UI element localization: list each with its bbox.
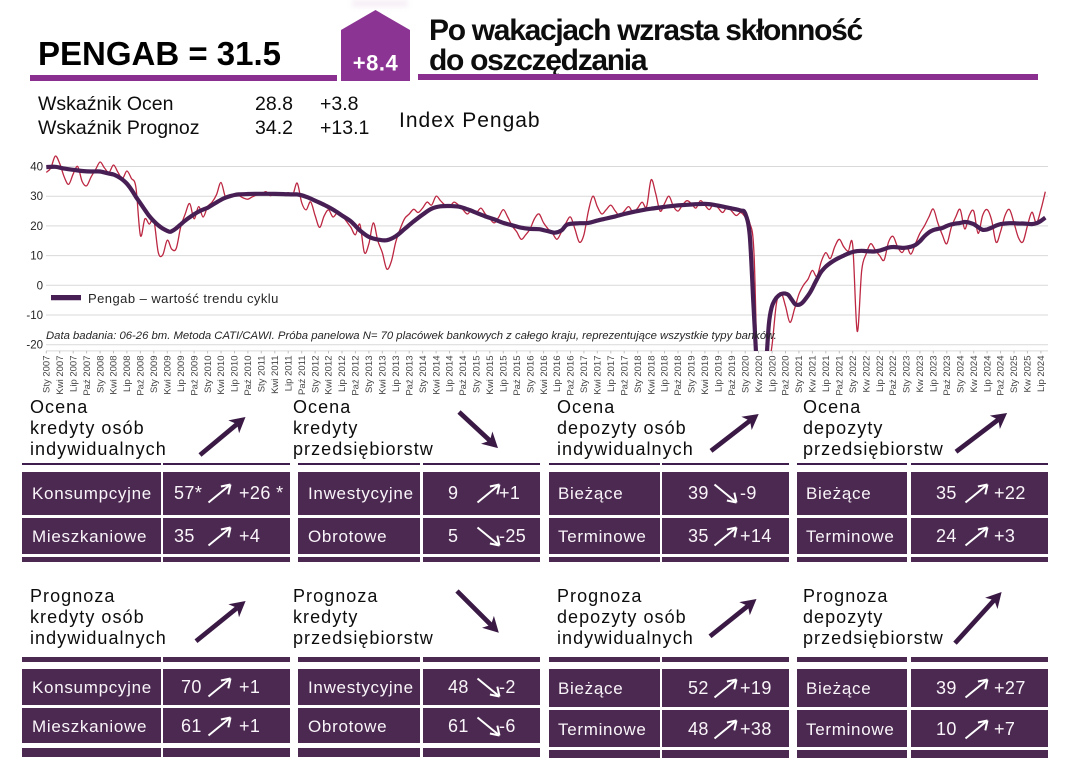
svg-text:Sty 2018: Sty 2018	[633, 356, 644, 394]
svg-text:Lip 2009: Lip 2009	[176, 356, 187, 392]
svg-text:Kw 2020: Kw 2020	[754, 356, 765, 393]
svg-text:Paź 2011: Paź 2011	[297, 356, 308, 395]
svg-text:Sty 2008: Sty 2008	[95, 356, 106, 394]
svg-text:Sty 2022: Sty 2022	[848, 356, 859, 394]
svg-text:-10: -10	[26, 310, 43, 322]
svg-text:Paź 2007: Paź 2007	[82, 356, 93, 396]
svg-text:Paź 2020: Paź 2020	[781, 356, 792, 396]
svg-text:Sty 2007: Sty 2007	[42, 356, 53, 394]
svg-text:Sty 2014: Sty 2014	[418, 356, 429, 394]
svg-text:Kwi 2016: Kwi 2016	[539, 356, 550, 395]
svg-text:Sty 2019: Sty 2019	[687, 356, 698, 394]
svg-text:Lip 2015: Lip 2015	[499, 356, 510, 392]
svg-text:30: 30	[30, 191, 43, 203]
svg-text:Lip 2014: Lip 2014	[445, 356, 456, 392]
svg-text:Paź 2017: Paź 2017	[619, 356, 630, 396]
svg-text:Kwi 2018: Kwi 2018	[646, 356, 657, 395]
svg-text:Sty 2024: Sty 2024	[955, 356, 966, 394]
svg-text:Sty 2020: Sty 2020	[740, 356, 751, 394]
svg-text:Sty 2009: Sty 2009	[149, 356, 160, 394]
svg-text:Paź 2013: Paź 2013	[404, 356, 415, 396]
svg-text:Kwi 2011: Kwi 2011	[270, 356, 281, 394]
svg-text:Paź 2008: Paź 2008	[136, 356, 147, 396]
svg-text:Paź 2014: Paź 2014	[458, 356, 469, 396]
svg-text:Kwi 2015: Kwi 2015	[485, 356, 496, 395]
svg-text:Paź 2015: Paź 2015	[512, 356, 523, 396]
svg-text:Paź 2023: Paź 2023	[942, 356, 953, 396]
svg-text:Paź 2022: Paź 2022	[888, 356, 899, 396]
svg-text:Kw 2025: Kw 2025	[1023, 356, 1034, 393]
svg-text:Paź 2019: Paź 2019	[727, 356, 738, 396]
svg-text:Lip 2016: Lip 2016	[552, 356, 563, 392]
svg-text:Lip 2011: Lip 2011	[283, 356, 294, 392]
svg-text:-20: -20	[26, 340, 43, 352]
svg-text:Sty 2017: Sty 2017	[579, 356, 590, 394]
svg-text:Lip 2012: Lip 2012	[337, 356, 348, 392]
svg-text:Kwi 2019: Kwi 2019	[700, 356, 711, 395]
svg-text:Sty 2021: Sty 2021	[794, 356, 805, 394]
svg-text:+8.4: +8.4	[353, 51, 399, 76]
svg-text:Kwi 2008: Kwi 2008	[109, 356, 120, 395]
svg-text:Paź 2024: Paź 2024	[996, 356, 1007, 396]
svg-text:Kw 2023: Kw 2023	[915, 356, 926, 393]
svg-text:Paź 2021: Paź 2021	[835, 356, 846, 396]
svg-text:Sty 2010: Sty 2010	[203, 356, 214, 394]
svg-text:Lip 2007: Lip 2007	[68, 356, 79, 392]
svg-text:Kwi 2013: Kwi 2013	[378, 356, 389, 395]
svg-text:Sty 2016: Sty 2016	[525, 356, 536, 394]
svg-text:Lip 2019: Lip 2019	[714, 356, 725, 392]
svg-text:Lip 2008: Lip 2008	[122, 356, 133, 392]
svg-text:Kw 2022: Kw 2022	[861, 356, 872, 393]
svg-text:Sty 2012: Sty 2012	[310, 356, 321, 394]
svg-text:Lip 2023: Lip 2023	[929, 356, 940, 392]
svg-text:Lip 2013: Lip 2013	[391, 356, 402, 392]
svg-text:Lip 2024: Lip 2024	[1036, 356, 1047, 392]
svg-text:Kwi 2012: Kwi 2012	[324, 356, 335, 395]
svg-text:Kwi 2017: Kwi 2017	[593, 356, 604, 395]
svg-text:10: 10	[30, 251, 43, 263]
svg-text:Lip 2022: Lip 2022	[875, 356, 886, 392]
svg-text:Lip 2020: Lip 2020	[767, 356, 778, 392]
svg-text:Paź 2018: Paź 2018	[673, 356, 684, 396]
svg-text:20: 20	[30, 221, 43, 233]
svg-text:Lip 2017: Lip 2017	[606, 356, 617, 392]
svg-text:Kwi 2010: Kwi 2010	[216, 356, 227, 395]
svg-text:Kwi 2007: Kwi 2007	[55, 356, 66, 395]
svg-text:0: 0	[37, 280, 43, 292]
svg-text:Lip 2010: Lip 2010	[230, 356, 241, 392]
svg-text:Lip 2021: Lip 2021	[821, 356, 832, 392]
svg-text:Sty 2011: Sty 2011	[257, 356, 268, 393]
svg-text:Paź 2009: Paź 2009	[189, 356, 200, 396]
svg-text:Paź 2012: Paź 2012	[351, 356, 362, 396]
svg-text:Paź 2016: Paź 2016	[566, 356, 577, 396]
svg-text:Kwi 2009: Kwi 2009	[163, 356, 174, 395]
svg-text:Kwi 2014: Kwi 2014	[431, 356, 442, 395]
svg-text:Sty 2025: Sty 2025	[1009, 356, 1020, 394]
svg-text:Sty 2013: Sty 2013	[364, 356, 375, 394]
svg-text:Kw 2021: Kw 2021	[808, 356, 819, 393]
svg-text:Lip 2018: Lip 2018	[660, 356, 671, 392]
svg-text:Sty 2015: Sty 2015	[472, 356, 483, 394]
svg-text:Paź 2010: Paź 2010	[243, 356, 254, 396]
svg-text:Lip 2024: Lip 2024	[982, 356, 993, 392]
svg-text:Sty 2023: Sty 2023	[902, 356, 913, 394]
svg-text:Kw 2024: Kw 2024	[969, 356, 980, 393]
svg-text:40: 40	[30, 162, 43, 174]
